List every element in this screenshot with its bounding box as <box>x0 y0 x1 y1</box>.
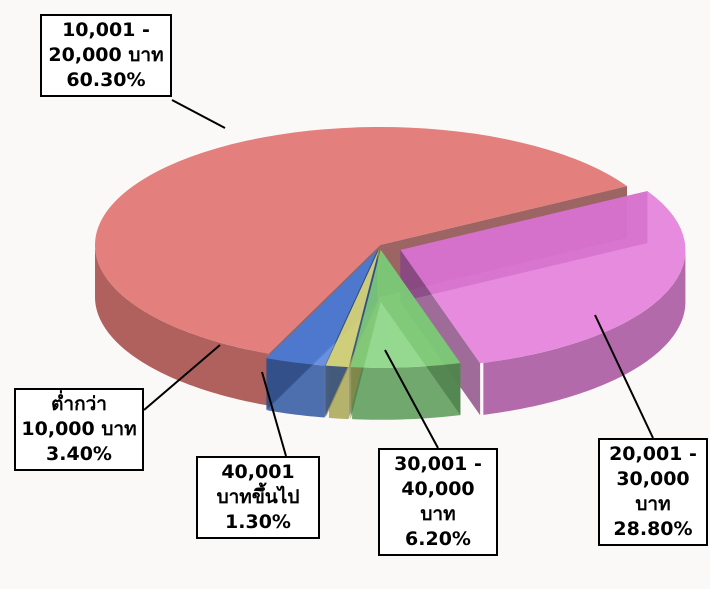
category-label: 40,001 บาทขึ้นไป <box>202 460 314 510</box>
value-label: 28.80% <box>604 517 702 542</box>
value-label: 6.20% <box>384 527 492 552</box>
value-label: 60.30% <box>46 68 166 93</box>
category-label: ต่ำกว่า 10,000 บาท <box>20 392 138 442</box>
value-label: 1.30% <box>202 510 314 535</box>
category-label: 20,001 - 30,000 บาท <box>604 442 702 517</box>
category-label: 10,001 - 20,000 บาท <box>46 18 166 68</box>
category-label: 30,001 - 40,000 บาท <box>384 452 492 527</box>
chart: 10,001 - 20,000 บาท60.30% 20,001 - 30,000… <box>0 0 710 589</box>
value-label: 3.40% <box>20 442 138 467</box>
leader-line <box>172 100 225 128</box>
